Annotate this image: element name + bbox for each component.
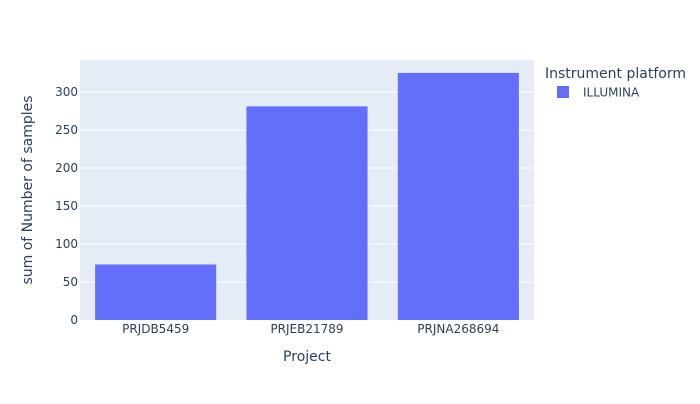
x-axis-ticks: PRJDB5459 PRJEB21789 PRJNA268694 bbox=[122, 322, 499, 336]
legend-title: Instrument platform bbox=[545, 66, 686, 82]
legend-swatch[interactable] bbox=[557, 86, 569, 98]
y-tick-label: 150 bbox=[55, 199, 78, 213]
y-axis-ticks: 0 50 100 150 200 250 300 bbox=[55, 85, 78, 327]
x-tick-label: PRJDB5459 bbox=[122, 322, 189, 336]
y-tick-label: 300 bbox=[55, 85, 78, 99]
bar-prjna268694[interactable] bbox=[397, 72, 519, 320]
legend-items: ILLUMINA bbox=[557, 86, 640, 100]
x-tick-label: PRJEB21789 bbox=[270, 322, 343, 336]
y-tick-label: 50 bbox=[63, 275, 78, 289]
y-tick-label: 0 bbox=[70, 313, 78, 327]
x-axis-title: Project bbox=[283, 349, 331, 365]
y-tick-label: 200 bbox=[55, 161, 78, 175]
bar-prjdb5459[interactable] bbox=[95, 264, 217, 320]
x-tick-label: PRJNA268694 bbox=[417, 322, 499, 336]
y-tick-label: 100 bbox=[55, 237, 78, 251]
legend-label[interactable]: ILLUMINA bbox=[583, 86, 640, 100]
legend: Instrument platform ILLUMINA bbox=[545, 66, 686, 100]
bar-prjeb21789[interactable] bbox=[246, 106, 368, 320]
bars bbox=[95, 72, 519, 320]
y-tick-label: 250 bbox=[55, 123, 78, 137]
y-axis-title: sum of Number of samples bbox=[20, 95, 36, 284]
